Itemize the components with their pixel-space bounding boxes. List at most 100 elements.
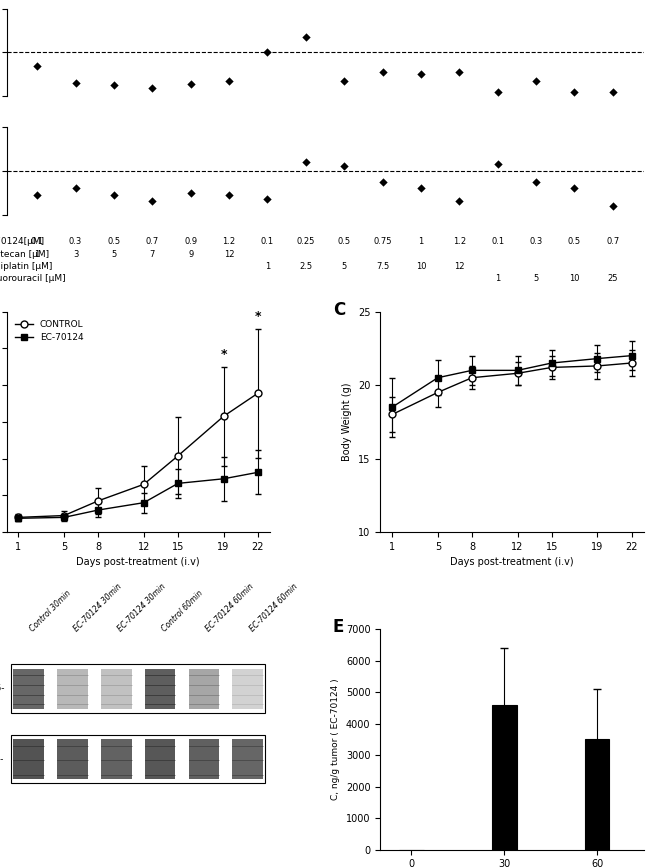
Text: 7.5: 7.5 xyxy=(376,262,389,271)
Point xyxy=(109,78,119,92)
Text: EC-70124 60min: EC-70124 60min xyxy=(248,582,299,634)
Point xyxy=(454,65,465,79)
Text: EC-70124 60min: EC-70124 60min xyxy=(204,582,255,634)
Text: 0.1: 0.1 xyxy=(261,238,274,246)
Point xyxy=(224,74,234,88)
Text: 7: 7 xyxy=(150,250,155,258)
Bar xyxy=(101,668,131,708)
Text: C: C xyxy=(333,301,345,318)
Point xyxy=(109,188,119,202)
Text: E: E xyxy=(333,618,344,636)
Point xyxy=(32,59,42,73)
Bar xyxy=(233,668,263,708)
Point xyxy=(454,194,465,208)
Text: 0.5: 0.5 xyxy=(568,238,581,246)
Bar xyxy=(57,740,88,779)
Text: 25: 25 xyxy=(608,274,618,283)
Text: 10: 10 xyxy=(569,274,580,283)
Point xyxy=(300,155,311,169)
Bar xyxy=(101,740,131,779)
Text: Oxaliplatin [μM]: Oxaliplatin [μM] xyxy=(0,262,52,271)
Text: EC-70124 30min: EC-70124 30min xyxy=(116,582,168,634)
Text: *: * xyxy=(255,310,261,323)
Bar xyxy=(13,740,44,779)
Text: 0.1: 0.1 xyxy=(31,238,44,246)
Text: Control 60min: Control 60min xyxy=(160,589,205,634)
Point xyxy=(378,175,388,189)
Bar xyxy=(492,705,517,850)
Point xyxy=(224,188,234,202)
Text: 1: 1 xyxy=(265,262,270,271)
Point xyxy=(416,68,426,81)
Bar xyxy=(233,740,263,779)
Text: 1.2: 1.2 xyxy=(453,238,466,246)
Text: 12: 12 xyxy=(224,250,234,258)
Text: 0.75: 0.75 xyxy=(373,238,392,246)
Text: EC-70124 30min: EC-70124 30min xyxy=(72,582,124,634)
Text: 5: 5 xyxy=(111,250,116,258)
Bar xyxy=(188,668,219,708)
Text: 0.1: 0.1 xyxy=(491,238,504,246)
Point xyxy=(147,81,157,95)
Point xyxy=(185,77,196,91)
Bar xyxy=(145,668,176,708)
Point xyxy=(70,76,81,90)
Point xyxy=(300,30,311,44)
Text: 0.5: 0.5 xyxy=(337,238,351,246)
Bar xyxy=(188,740,219,779)
Text: 0.7: 0.7 xyxy=(606,238,619,246)
Text: pS6-: pS6- xyxy=(0,684,5,693)
Point xyxy=(185,186,196,200)
Text: 9: 9 xyxy=(188,250,193,258)
Point xyxy=(569,85,580,99)
Y-axis label: Body Weight (g): Body Weight (g) xyxy=(343,382,352,461)
Text: 12: 12 xyxy=(454,262,465,271)
Bar xyxy=(13,668,44,708)
Bar xyxy=(584,740,610,850)
Bar xyxy=(145,740,176,779)
Point xyxy=(339,160,350,173)
Point xyxy=(531,74,541,88)
Text: Irinotecan [μM]: Irinotecan [μM] xyxy=(0,250,49,258)
Text: Control 30min: Control 30min xyxy=(29,589,73,634)
Text: 1.2: 1.2 xyxy=(222,238,236,246)
Text: 0.3: 0.3 xyxy=(530,238,543,246)
Point xyxy=(569,181,580,195)
Bar xyxy=(11,664,265,713)
Point xyxy=(262,192,272,206)
Text: 5: 5 xyxy=(341,262,347,271)
Text: 0.9: 0.9 xyxy=(184,238,197,246)
Text: GAPDH-: GAPDH- xyxy=(0,755,5,764)
Text: 0.25: 0.25 xyxy=(296,238,315,246)
Point xyxy=(493,157,503,171)
Text: 5: 5 xyxy=(534,274,539,283)
Point xyxy=(531,175,541,189)
Point xyxy=(147,194,157,208)
Point xyxy=(262,46,272,60)
X-axis label: Days post-treatment (i.v): Days post-treatment (i.v) xyxy=(76,557,200,567)
Legend: CONTROL, EC-70124: CONTROL, EC-70124 xyxy=(11,316,87,346)
Y-axis label: C, ng/g tumor ( EC-70124 ): C, ng/g tumor ( EC-70124 ) xyxy=(332,679,341,800)
Text: 1: 1 xyxy=(419,238,424,246)
Text: 3: 3 xyxy=(73,250,78,258)
Text: 1: 1 xyxy=(34,250,40,258)
Text: 10: 10 xyxy=(416,262,426,271)
Point xyxy=(339,74,350,88)
Point xyxy=(378,65,388,79)
Text: 0.3: 0.3 xyxy=(69,238,82,246)
Point xyxy=(416,181,426,195)
Text: 1: 1 xyxy=(495,274,500,283)
Text: 2.5: 2.5 xyxy=(299,262,313,271)
Point xyxy=(608,199,618,212)
Point xyxy=(32,188,42,202)
Text: 5-Fluorouracil [μM]: 5-Fluorouracil [μM] xyxy=(0,274,65,283)
Bar xyxy=(11,735,265,784)
X-axis label: Days post-treatment (i.v): Days post-treatment (i.v) xyxy=(450,557,574,567)
Text: 0.7: 0.7 xyxy=(146,238,159,246)
Text: 0.5: 0.5 xyxy=(107,238,120,246)
Text: EC-70124[μM]: EC-70124[μM] xyxy=(0,238,44,246)
Text: *: * xyxy=(220,349,227,362)
Point xyxy=(493,85,503,99)
Point xyxy=(70,181,81,195)
Bar xyxy=(57,668,88,708)
